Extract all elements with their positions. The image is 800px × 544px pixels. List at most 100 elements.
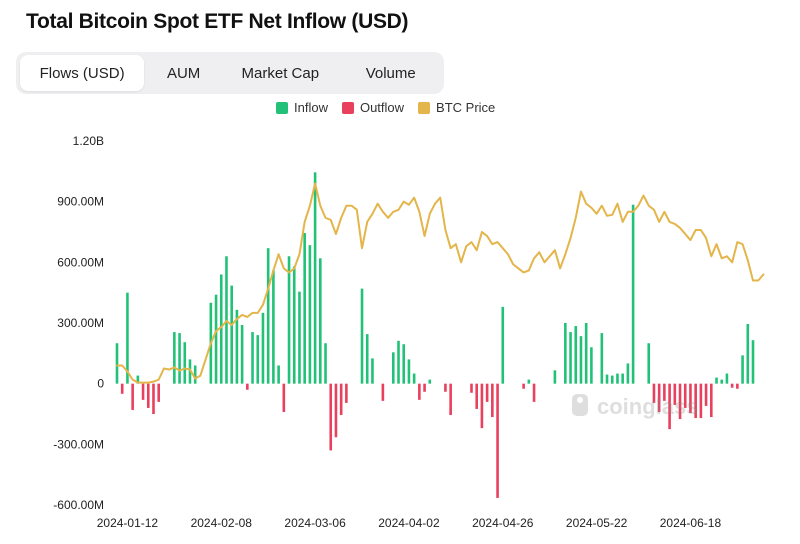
inflow-bar	[631, 204, 635, 384]
x-tick-label: 2024-01-12	[97, 516, 159, 530]
inflow-bar	[569, 332, 572, 384]
inflow-bar	[527, 379, 531, 384]
inflow-bar	[308, 245, 312, 384]
tab-bar: Flows (USD) AUM Market Cap Volume	[16, 52, 444, 94]
outflow-bar	[730, 383, 734, 388]
outflow-bar	[689, 383, 692, 413]
y-axis: 1.20B 900.00M 600.00M 300.00M 0 -300.00M -600.…	[53, 134, 104, 512]
inflow-bar	[741, 355, 744, 384]
outflow-bar	[120, 383, 124, 394]
legend-swatch-inflow	[276, 101, 288, 114]
inflow-bar	[225, 256, 228, 384]
outflow-bar	[710, 383, 713, 418]
x-tick-label: 2024-03-06	[284, 516, 346, 530]
outflow-bar	[673, 383, 677, 405]
outflow-bar	[663, 383, 666, 401]
tab-flows-usd[interactable]: Flows (USD)	[20, 55, 145, 91]
legend-item-inflow[interactable]: Inflow	[276, 100, 328, 115]
x-tick-label: 2024-02-08	[191, 516, 253, 530]
outflow-bar	[704, 383, 708, 406]
legend-item-btc-price[interactable]: BTC Price	[418, 100, 495, 115]
inflow-bar	[605, 374, 609, 384]
outflow-bar	[157, 383, 160, 402]
watermark-logo-icon	[572, 394, 588, 416]
inflow-bar	[626, 363, 630, 384]
inflow-bar	[360, 288, 364, 384]
inflow-bar	[392, 352, 395, 384]
outflow-bar	[475, 383, 478, 409]
y-tick-label: 600.00M	[57, 255, 104, 269]
legend-swatch-btc-price	[418, 101, 431, 114]
outflow-bar	[131, 383, 134, 410]
outflow-bar	[694, 383, 697, 419]
watermark-text: coinglass	[597, 394, 698, 419]
y-tick-label: 0	[97, 377, 104, 391]
inflow-bar	[365, 334, 369, 384]
outflow-bar	[496, 383, 499, 498]
legend-item-outflow[interactable]: Outflow	[341, 100, 405, 115]
inflow-bar	[616, 373, 619, 384]
inflow-bar	[219, 274, 223, 384]
inflow-bar	[715, 377, 718, 384]
inflow-bar	[240, 325, 244, 384]
outflow-bar	[339, 383, 343, 416]
outflow-bar	[678, 383, 682, 420]
outflow-bar	[532, 383, 536, 402]
outflow-bar	[334, 383, 338, 438]
inflow-bar	[428, 379, 432, 384]
outflow-bar	[141, 383, 145, 400]
outflow-bar	[246, 383, 249, 390]
outflow-bar	[736, 383, 739, 389]
inflow-bar	[371, 358, 374, 384]
inflow-bar	[272, 270, 275, 384]
inflow-bar	[751, 340, 755, 384]
inflow-bar	[319, 258, 322, 384]
inflow-bar	[621, 373, 624, 384]
tab-market-cap[interactable]: Market Cap	[241, 64, 320, 82]
outflow-bar	[699, 383, 703, 419]
inflow-bar	[720, 379, 724, 384]
coinglass-watermark: coinglass	[572, 394, 698, 419]
legend-swatch-outflow	[341, 101, 354, 114]
y-tick-label: 900.00M	[57, 195, 104, 209]
chart-legend: Inflow Outflow BTC Price	[276, 100, 495, 115]
outflow-bar	[470, 383, 473, 393]
inflow-bar	[230, 285, 233, 384]
inflow-bar	[324, 343, 327, 384]
outflow-bar	[652, 383, 656, 403]
inflow-bar	[407, 359, 411, 384]
inflow-bar	[251, 332, 254, 384]
outflow-bar	[329, 383, 333, 451]
outflow-bar	[657, 383, 661, 412]
inflow-bar	[193, 365, 197, 384]
inflow-bar	[746, 324, 750, 384]
outflow-bar	[152, 383, 155, 414]
outflow-bar	[381, 383, 385, 401]
y-tick-label: -600.00M	[53, 498, 104, 512]
inflow-bar	[261, 312, 265, 384]
outflow-bar	[418, 383, 421, 400]
inflow-bar	[584, 323, 588, 384]
inflow-bar	[610, 375, 614, 384]
inflow-bar	[553, 370, 557, 384]
y-tick-label: 300.00M	[57, 316, 104, 330]
tab-aum[interactable]: AUM	[166, 64, 201, 82]
x-axis: 2024-01-12 2024-02-08 2024-03-06 2024-04-02…	[97, 516, 722, 530]
btc-price-series	[116, 182, 765, 384]
legend-label-outflow: Outflow	[359, 100, 405, 115]
outflow-bar	[485, 383, 489, 402]
inflow-bar	[600, 333, 604, 384]
inflow-bar	[173, 332, 176, 384]
inflow-bar	[287, 256, 291, 384]
inflow-bar	[292, 266, 296, 384]
outflow-bar	[282, 383, 286, 412]
inflow-bar	[402, 344, 406, 384]
outflow-bar	[146, 383, 150, 408]
inflow-bar	[397, 340, 400, 384]
tab-volume[interactable]: Volume	[365, 64, 416, 82]
x-tick-label: 2024-04-02	[378, 516, 440, 530]
inflow-bar	[501, 306, 505, 384]
outflow-bar	[444, 383, 447, 392]
inflow-bar	[126, 292, 129, 384]
